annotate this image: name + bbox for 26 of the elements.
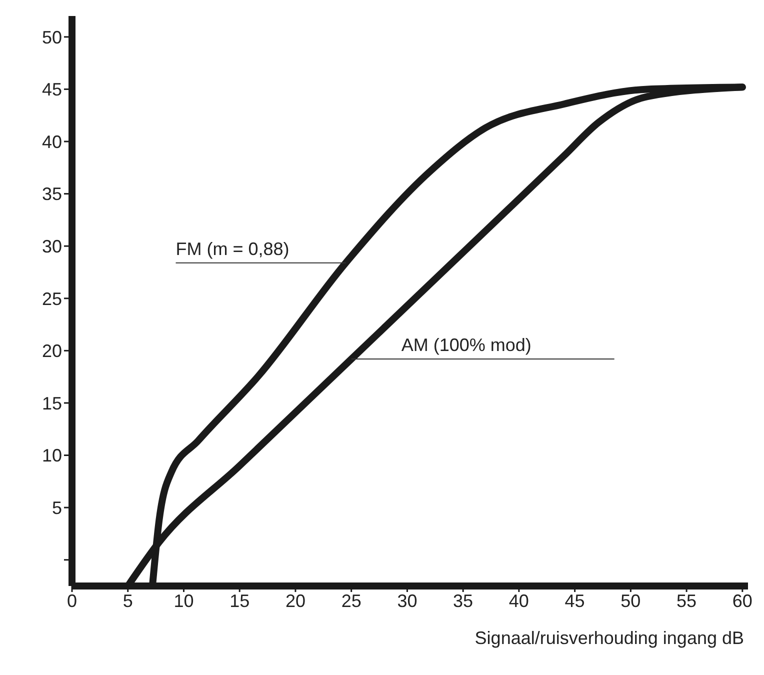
x-tick-label: 40: [508, 590, 529, 611]
y-tick-label: 40: [42, 132, 62, 152]
x-tick-label: 60: [732, 590, 752, 611]
x-tick-label: 0: [66, 590, 78, 611]
x-tick-label: 35: [453, 590, 474, 611]
x-tick-label: 10: [174, 590, 194, 611]
x-tick-label: 5: [122, 590, 133, 611]
x-tick-label: 20: [285, 590, 306, 611]
y-tick-label: 50: [42, 27, 62, 48]
y-tick-label: 45: [42, 80, 62, 100]
series-label: AM (100% mod): [401, 335, 532, 356]
y-tick-label: 10: [42, 446, 62, 466]
x-tick-label: 15: [230, 590, 250, 611]
y-tick-label: 5: [52, 498, 62, 518]
y-tick-label: 20: [42, 341, 62, 362]
y-tick-label: 30: [42, 236, 62, 256]
y-tick-label: 15: [42, 393, 62, 414]
x-tick-label: 30: [397, 590, 418, 611]
x-tick-label: 50: [620, 590, 641, 611]
text: FM (m = 0,88): [176, 238, 290, 259]
x-tick-label: 25: [341, 590, 362, 611]
x-axis-title: Signaal/ruisverhouding ingang dB: [474, 628, 744, 648]
x-tick-label: 45: [564, 590, 585, 611]
y-tick-label: 25: [42, 288, 62, 309]
x-tick-label: 55: [676, 590, 697, 611]
y-tick-label: 35: [42, 184, 62, 204]
